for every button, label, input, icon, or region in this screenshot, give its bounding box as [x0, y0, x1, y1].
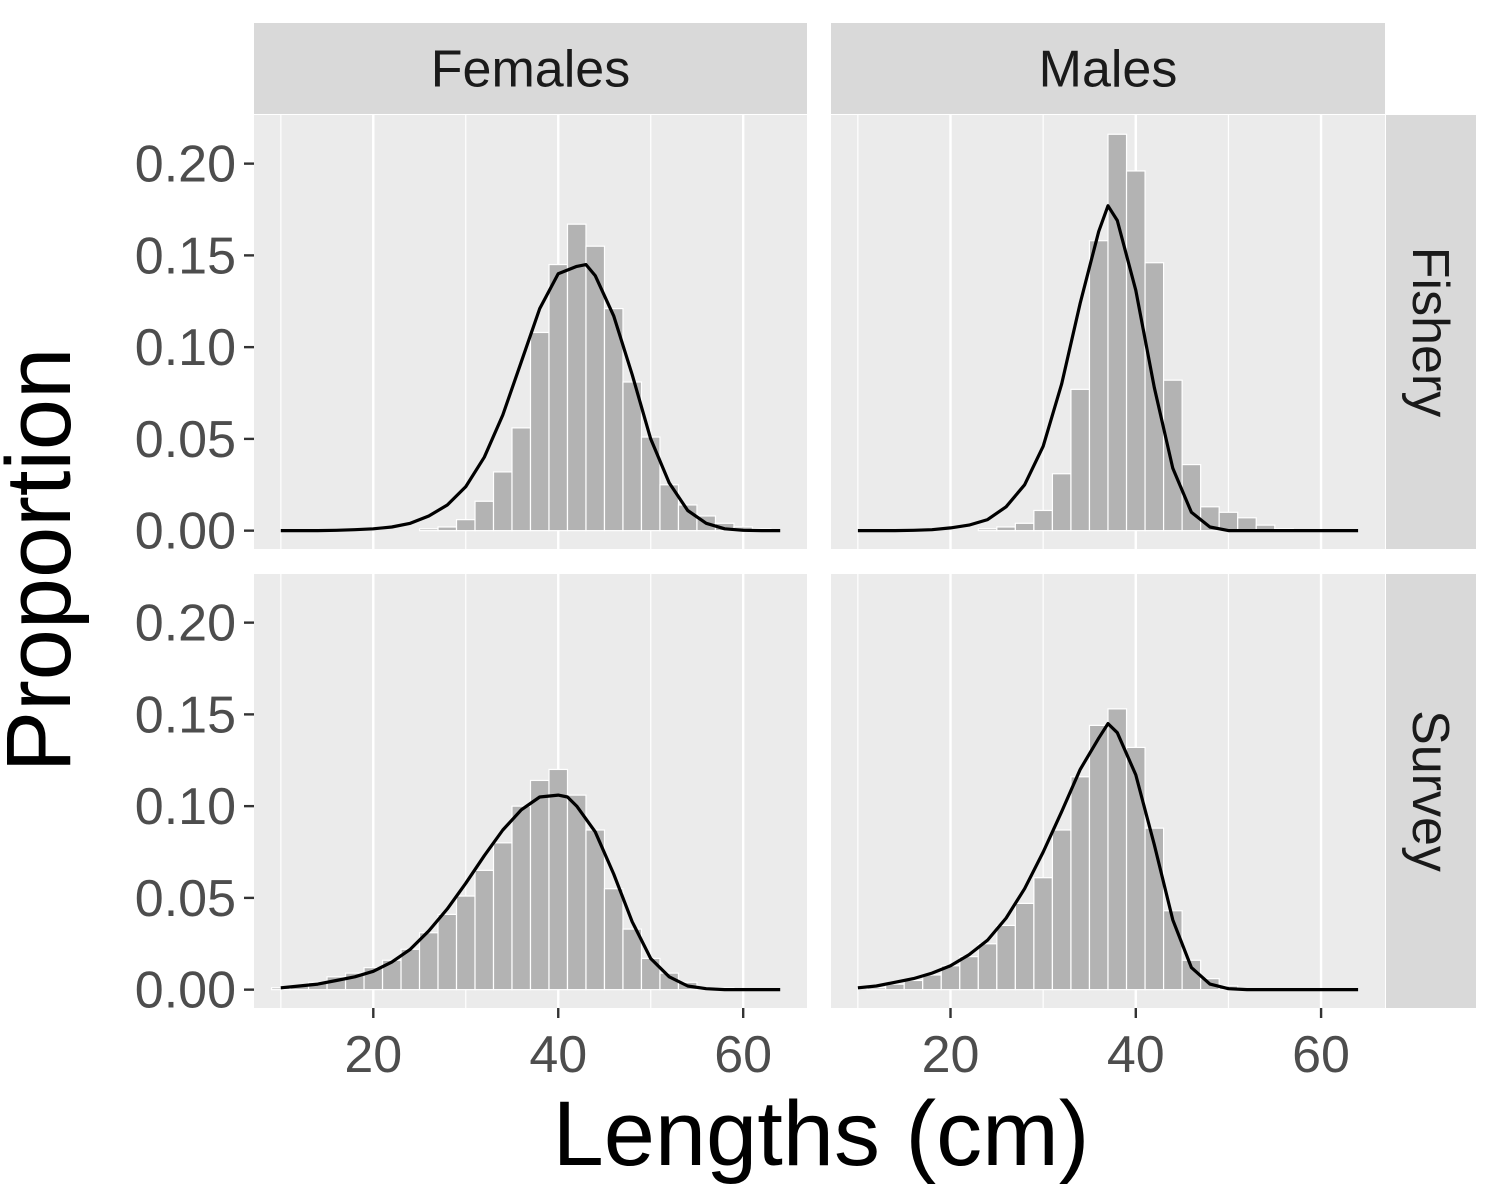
- y-tick-label: 0.20: [135, 595, 236, 653]
- bar: [474, 500, 495, 532]
- bar: [1125, 746, 1146, 991]
- bar: [1033, 877, 1054, 991]
- strip-label-fishery: Fishery: [1401, 247, 1459, 417]
- bar: [511, 805, 532, 991]
- y-tick-label: 0.10: [135, 778, 236, 836]
- bar: [1070, 388, 1091, 532]
- bar: [474, 869, 495, 991]
- fit-line: [857, 204, 1359, 533]
- bar: [603, 888, 624, 991]
- bar: [1107, 133, 1128, 532]
- bar: [455, 895, 476, 991]
- y-tick-label: 0.05: [135, 411, 236, 469]
- bar: [1033, 509, 1054, 532]
- bar: [922, 974, 942, 991]
- bar: [1162, 379, 1183, 532]
- x-tick-label: 40: [529, 1026, 587, 1084]
- fit-line: [280, 793, 781, 992]
- bar: [492, 471, 513, 532]
- bar: [1088, 724, 1109, 991]
- y-tick-label: 0.15: [135, 686, 236, 744]
- x-tick-label: 40: [1107, 1026, 1165, 1084]
- x-tick-label: 20: [922, 1026, 980, 1084]
- bar: [1125, 170, 1146, 532]
- bar: [977, 528, 998, 532]
- bar: [1237, 517, 1257, 532]
- bar: [977, 943, 998, 991]
- bar: [1014, 902, 1035, 991]
- bar: [585, 829, 606, 991]
- panel-males-fishery: [831, 115, 1385, 549]
- bar: [903, 979, 924, 991]
- bar: [1144, 262, 1165, 532]
- panel-males-survey: [831, 574, 1385, 1008]
- bar: [511, 427, 532, 532]
- x-tick-label: 60: [1292, 1026, 1350, 1084]
- strip-label-females: Females: [431, 41, 630, 99]
- bar: [548, 768, 569, 991]
- bar: [603, 308, 624, 532]
- strip-survey: [1386, 574, 1476, 1008]
- strip-males: [831, 23, 1385, 114]
- strip-fishery: [1386, 115, 1476, 549]
- fit-line: [280, 263, 781, 533]
- bar: [437, 526, 458, 532]
- bar: [492, 842, 513, 991]
- bar: [996, 526, 1016, 532]
- y-axis-title: Proportion: [0, 348, 90, 772]
- bar: [1051, 473, 1072, 532]
- panel-females-fishery: [254, 115, 807, 549]
- x-tick-label: 60: [714, 1026, 772, 1084]
- y-tick-label: 0.20: [135, 136, 236, 194]
- bar: [529, 331, 550, 532]
- bar: [622, 381, 643, 532]
- strip-females: [254, 23, 807, 114]
- bar: [1070, 776, 1091, 991]
- bar: [566, 794, 587, 991]
- bar: [959, 956, 979, 991]
- facet-panels: Females Males Fishery Survey 0.00 0.05 0.10 0.1…: [135, 23, 1476, 1084]
- bar: [418, 932, 439, 991]
- bar: [1014, 522, 1035, 532]
- y-tick-label: 0.00: [135, 503, 236, 561]
- strip-label-males: Males: [1039, 41, 1178, 99]
- bar: [529, 779, 550, 991]
- bar: [455, 519, 476, 532]
- bar: [437, 913, 458, 991]
- bar: [1051, 829, 1072, 991]
- fit-line: [857, 721, 1359, 992]
- bar: [996, 924, 1016, 991]
- bar: [548, 263, 569, 532]
- y-tick-label: 0.00: [135, 962, 236, 1020]
- y-tick-label: 0.05: [135, 870, 236, 928]
- bar: [1088, 240, 1109, 532]
- panel-females-survey: [254, 574, 807, 1008]
- y-tick-label: 0.10: [135, 319, 236, 377]
- x-axis-title: Lengths (cm): [553, 1083, 1090, 1185]
- bar: [418, 528, 439, 532]
- bar: [1144, 827, 1165, 991]
- strip-label-survey: Survey: [1401, 710, 1459, 872]
- y-tick-label: 0.15: [135, 227, 236, 285]
- x-tick-label: 20: [344, 1026, 402, 1084]
